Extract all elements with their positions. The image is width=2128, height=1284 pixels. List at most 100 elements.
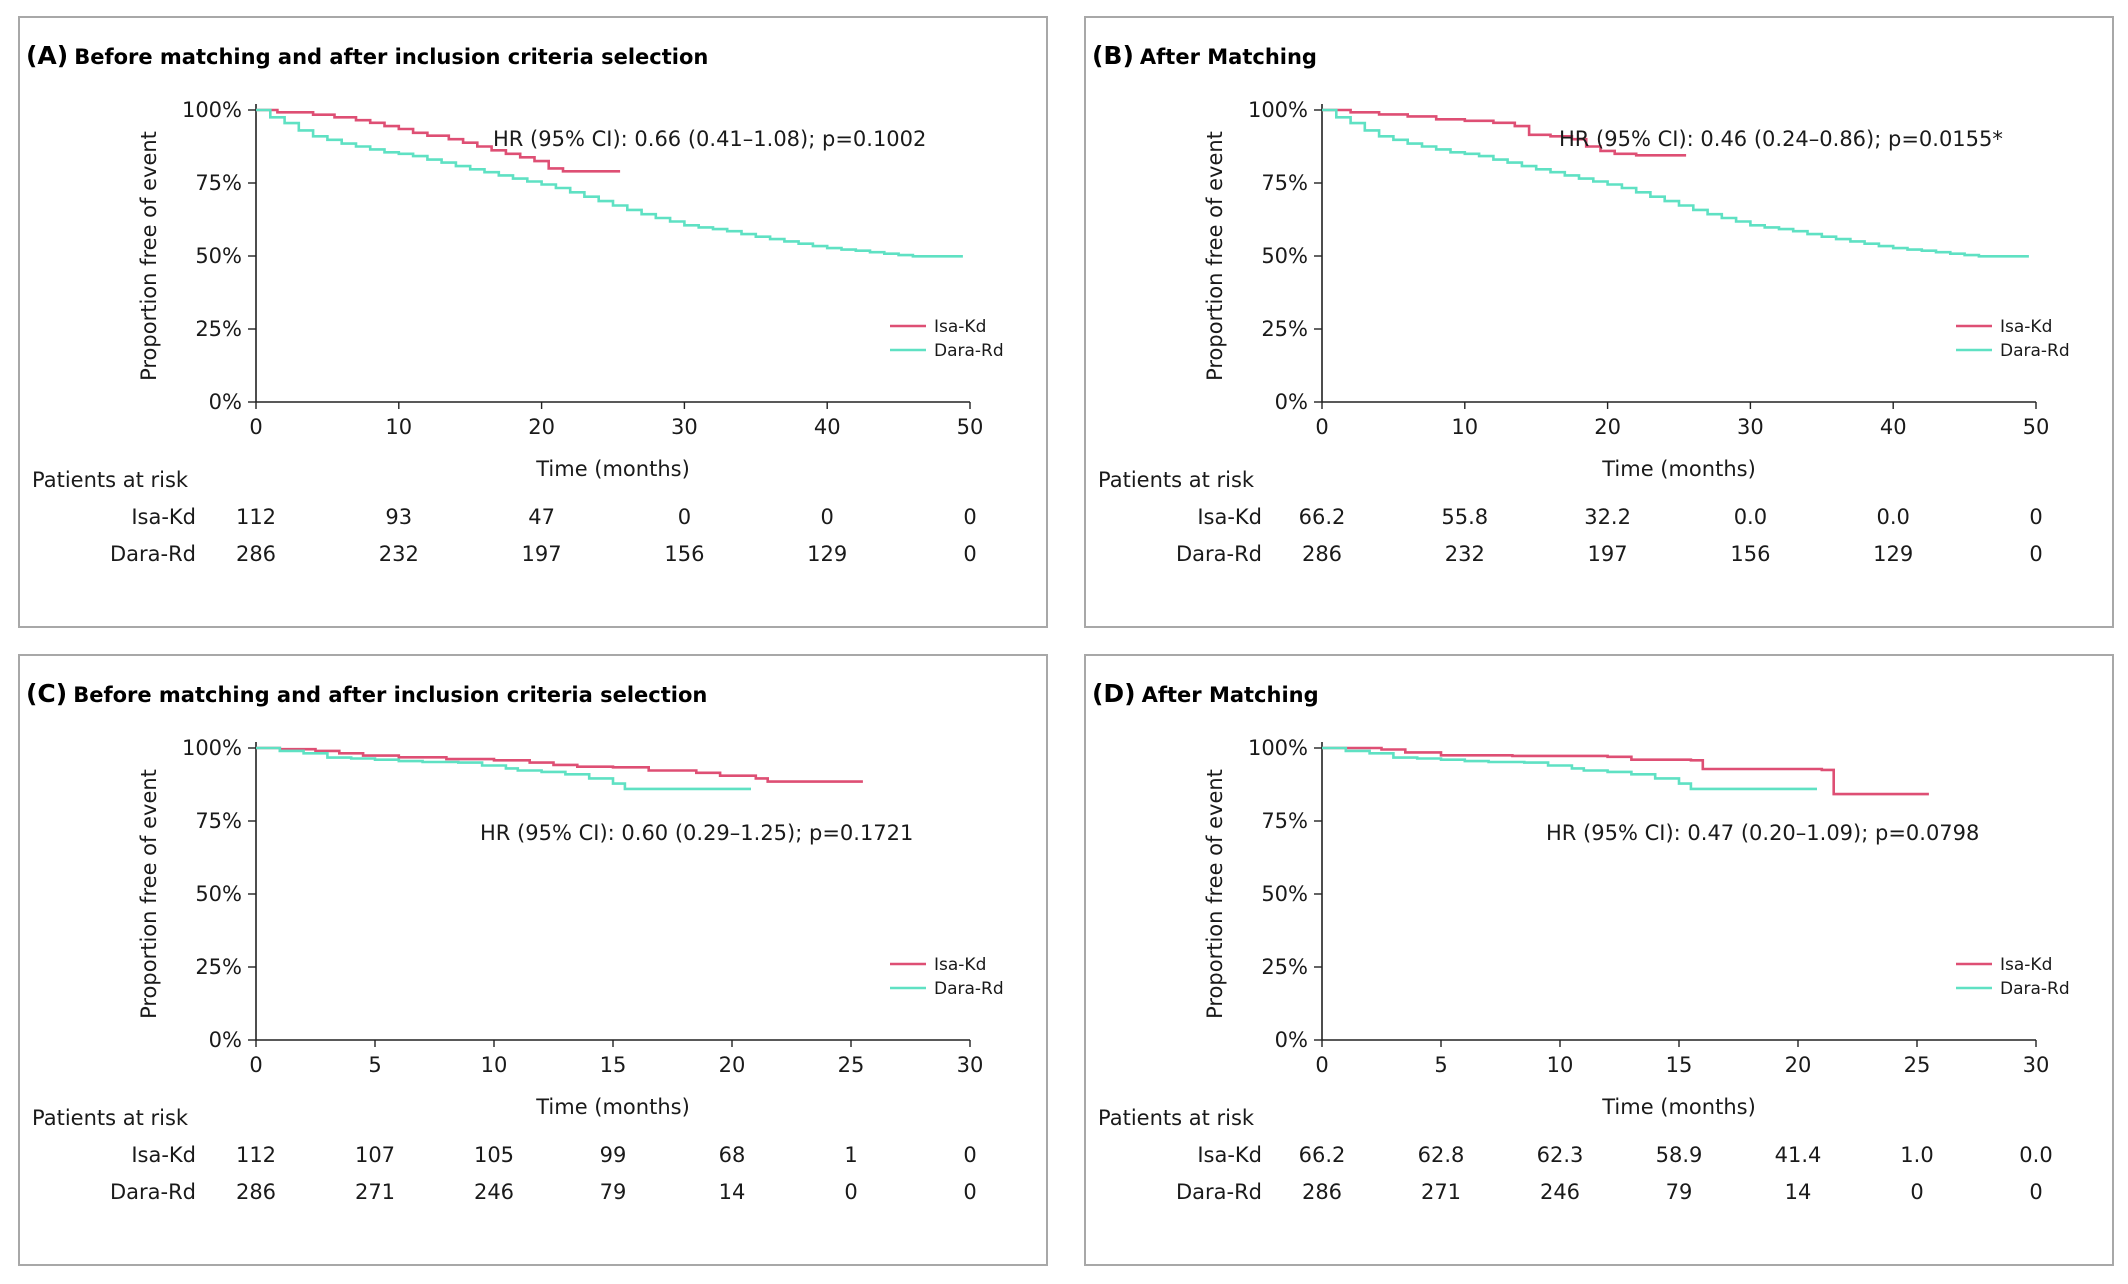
y-tick-label: 100% (182, 736, 242, 760)
risk-cell: 0 (2029, 542, 2042, 566)
risk-cell: 112 (236, 505, 276, 529)
panel-c: (C) Before matching and after inclusion c… (18, 654, 1048, 1266)
risk-cell: 0 (2029, 1180, 2042, 1204)
y-tick-label: 0% (1275, 1028, 1308, 1052)
risk-cell: 66.2 (1299, 1143, 1346, 1167)
km-curve-isa-kd (1322, 108, 1687, 157)
risk-cell: 14 (1785, 1180, 1812, 1204)
risk-cell: 47 (528, 505, 555, 529)
x-tick-label: 25 (838, 1053, 865, 1077)
x-tick-label: 0 (249, 415, 262, 439)
y-tick-label: 100% (1248, 98, 1308, 122)
legend-label: Isa-Kd (934, 955, 986, 975)
x-tick-label: 30 (957, 1053, 984, 1077)
y-axis-title: Proportion free of event (137, 131, 161, 381)
risk-row-label: Dara-Rd (1176, 1180, 1262, 1204)
risk-cell: 0 (963, 1143, 976, 1167)
x-tick-label: 10 (1547, 1053, 1574, 1077)
km-curve-dara-rd (1322, 746, 1817, 791)
x-tick-label: 50 (957, 415, 984, 439)
x-tick-label: 20 (1594, 415, 1621, 439)
risk-cell: 0 (1910, 1180, 1923, 1204)
risk-cell: 105 (474, 1143, 514, 1167)
legend-label: Isa-Kd (2000, 955, 2052, 975)
y-tick-label: 100% (1248, 736, 1308, 760)
km-curve-isa-kd (256, 108, 621, 173)
risk-cell: 107 (355, 1143, 395, 1167)
x-tick-label: 20 (528, 415, 555, 439)
risk-cell: 58.9 (1656, 1143, 1703, 1167)
y-tick-label: 25% (195, 317, 242, 341)
hazard-ratio-annotation: HR (95% CI): 0.46 (0.24–0.86); p=0.0155* (1559, 127, 2003, 151)
panel-b: (B) After Matching 0% 25% 50% 75% 100% 0 10 20 30 4… (1084, 16, 2114, 628)
km-curve-isa-kd (1322, 746, 1929, 796)
y-tick-label: 75% (195, 809, 242, 833)
km-chart-a: (A) Before matching and after inclusion c… (26, 41, 1004, 566)
x-tick-label: 5 (1434, 1053, 1447, 1077)
x-tick-label: 25 (1904, 1053, 1931, 1077)
risk-row-label: Isa-Kd (131, 505, 196, 529)
x-tick-label: 0 (249, 1053, 262, 1077)
x-tick-label: 40 (1880, 415, 1907, 439)
risk-row-label: Dara-Rd (110, 1180, 196, 1204)
y-tick-label: 0% (1275, 390, 1308, 414)
risk-cell: 197 (522, 542, 562, 566)
panel-letter: (B) (1092, 41, 1134, 70)
risk-cell: 246 (474, 1180, 514, 1204)
panel-title-text: After Matching (1142, 683, 1319, 707)
hazard-ratio-annotation: HR (95% CI): 0.47 (0.20–1.09); p=0.0798 (1546, 821, 1979, 845)
risk-cell: 1 (844, 1143, 857, 1167)
x-tick-label: 10 (385, 415, 412, 439)
x-tick-label: 15 (1666, 1053, 1693, 1077)
legend-label: Dara-Rd (934, 341, 1004, 361)
risk-cell: 41.4 (1775, 1143, 1822, 1167)
panel-title: (D) After Matching (1092, 679, 1319, 708)
risk-cell: 0.0 (1876, 505, 1909, 529)
x-tick-label: 40 (814, 415, 841, 439)
x-tick-label: 10 (1451, 415, 1478, 439)
panel-a: (A) Before matching and after inclusion c… (18, 16, 1048, 628)
risk-cell: 271 (355, 1180, 395, 1204)
x-axis-title: Time (months) (535, 1095, 690, 1119)
risk-cell: 14 (719, 1180, 746, 1204)
x-tick-label: 5 (368, 1053, 381, 1077)
legend-label: Dara-Rd (2000, 341, 2070, 361)
legend-label: Isa-Kd (934, 317, 986, 337)
risk-cell: 286 (1302, 542, 1342, 566)
x-tick-label: 20 (1785, 1053, 1812, 1077)
legend-label: Isa-Kd (2000, 317, 2052, 337)
panel-d: (D) After Matching 0% 25% 50% 75% 100% 0 5 10 15 20… (1084, 654, 2114, 1266)
y-axis-title: Proportion free of event (137, 769, 161, 1019)
risk-cell: 66.2 (1299, 505, 1346, 529)
x-tick-label: 50 (2023, 415, 2050, 439)
risk-cell: 93 (385, 505, 412, 529)
risk-table-header: Patients at risk (1098, 1106, 1255, 1130)
legend-label: Dara-Rd (2000, 979, 2070, 999)
x-tick-label: 30 (671, 415, 698, 439)
y-tick-label: 25% (195, 955, 242, 979)
hazard-ratio-annotation: HR (95% CI): 0.66 (0.41–1.08); p=0.1002 (493, 127, 926, 151)
km-chart-b: (B) After Matching 0% 25% 50% 75% 100% 0 10 20 30 4… (1092, 41, 2070, 566)
risk-row-label: Isa-Kd (1197, 1143, 1262, 1167)
risk-cell: 0 (2029, 505, 2042, 529)
y-tick-label: 100% (182, 98, 242, 122)
risk-cell: 156 (664, 542, 704, 566)
risk-cell: 32.2 (1584, 505, 1631, 529)
risk-cell: 156 (1730, 542, 1770, 566)
risk-cell: 79 (600, 1180, 627, 1204)
panel-title-text: After Matching (1140, 45, 1317, 69)
risk-cell: 62.3 (1537, 1143, 1584, 1167)
panel-letter: (C) (26, 679, 67, 708)
y-tick-label: 75% (1261, 809, 1308, 833)
km-curve-dara-rd (1322, 108, 2029, 258)
km-chart-c: (C) Before matching and after inclusion c… (26, 679, 1004, 1204)
risk-cell: 246 (1540, 1180, 1580, 1204)
x-axis-title: Time (months) (1601, 457, 1756, 481)
risk-cell: 286 (1302, 1180, 1342, 1204)
panel-letter: (D) (1092, 679, 1136, 708)
km-chart-d: (D) After Matching 0% 25% 50% 75% 100% 0 5 10 15 20… (1092, 679, 2070, 1204)
risk-cell: 0.0 (2019, 1143, 2052, 1167)
risk-cell: 197 (1588, 542, 1628, 566)
x-tick-label: 20 (719, 1053, 746, 1077)
x-axis-title: Time (months) (535, 457, 690, 481)
